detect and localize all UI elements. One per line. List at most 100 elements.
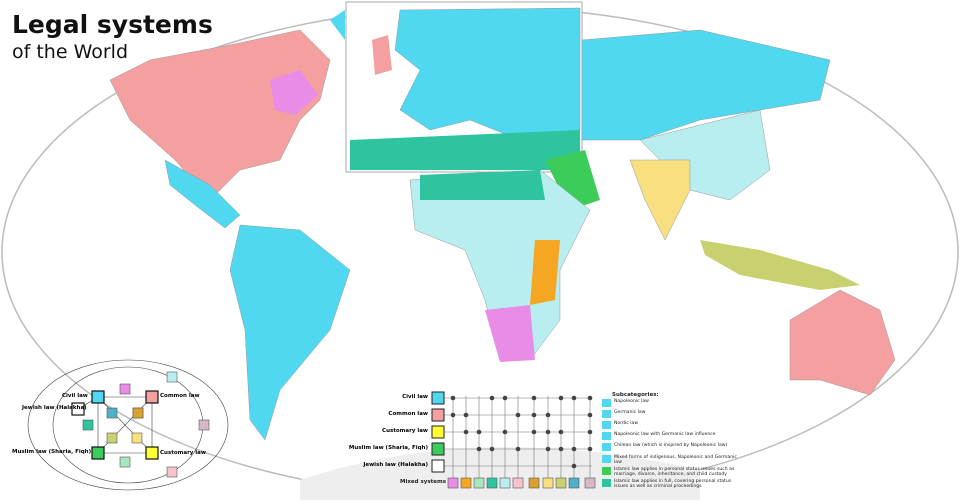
map-title: Legal systems of the World bbox=[12, 10, 213, 64]
matrix-dot bbox=[476, 446, 482, 452]
subcategory-swatch bbox=[602, 455, 611, 463]
matrix-dot bbox=[545, 446, 551, 452]
subcategory-swatch bbox=[602, 467, 611, 475]
region-southeast-asia bbox=[700, 240, 860, 290]
mixed-system-swatch bbox=[528, 477, 540, 489]
region-india bbox=[629, 159, 691, 241]
matrix-system-label: Jewish law (Halakha) bbox=[363, 462, 428, 468]
region-southern-africa bbox=[485, 305, 535, 362]
diagram-mixed-node bbox=[106, 432, 118, 444]
matrix-dot bbox=[558, 446, 564, 452]
matrix-dot bbox=[489, 395, 495, 401]
diagram-system-label: Common law bbox=[160, 393, 200, 399]
subcategory-label: Germanic law bbox=[614, 410, 646, 415]
diagram-system-node bbox=[91, 446, 105, 460]
matrix-dot bbox=[558, 429, 564, 435]
system-swatch bbox=[431, 442, 445, 456]
diagram-system-node bbox=[145, 390, 159, 404]
matrix-dot bbox=[531, 412, 537, 418]
system-swatch bbox=[431, 459, 445, 473]
diagram-mixed-node bbox=[119, 456, 131, 468]
diagram-system-label: Muslim law (Sharia, Fiqh) bbox=[12, 449, 92, 455]
region-australia bbox=[789, 289, 896, 396]
diagram-system-node bbox=[91, 390, 105, 404]
matrix-dot bbox=[502, 395, 508, 401]
subcategory-swatch bbox=[602, 410, 611, 418]
matrix-dot bbox=[545, 429, 551, 435]
system-swatch bbox=[431, 425, 445, 439]
region-antarctica bbox=[300, 447, 700, 500]
subcategory-label: Napoleonic law with Germanic law influen… bbox=[614, 432, 716, 437]
subcategories-title: Subcategories: bbox=[612, 392, 659, 398]
region-north-africa bbox=[420, 170, 545, 200]
matrix-system-label: Customary law bbox=[382, 428, 428, 434]
matrix-dot bbox=[571, 395, 577, 401]
matrix-dot bbox=[489, 446, 495, 452]
matrix-dot bbox=[531, 429, 537, 435]
matrix-system-label: Civil law bbox=[402, 394, 428, 400]
matrix-dot bbox=[587, 395, 593, 401]
title-line2: of the World bbox=[12, 41, 129, 63]
region-quebec bbox=[270, 70, 318, 115]
subcategory-label: Islamic law applies in personal status i… bbox=[614, 467, 735, 477]
mixed-system-swatch bbox=[486, 477, 498, 489]
diagram-mixed-node bbox=[119, 383, 131, 395]
diagram-system-node bbox=[145, 446, 159, 460]
mixed-system-swatch bbox=[568, 477, 580, 489]
subcategory-swatch bbox=[602, 479, 611, 487]
region-uk bbox=[372, 35, 392, 75]
matrix-dot bbox=[571, 463, 577, 469]
matrix-dot bbox=[531, 395, 537, 401]
subcategory-swatch bbox=[602, 443, 611, 451]
matrix-dot bbox=[558, 395, 564, 401]
system-swatch bbox=[431, 391, 445, 405]
diagram-system-node bbox=[71, 402, 85, 416]
diagram-mixed-node bbox=[106, 407, 118, 419]
diagram-system-label: Jewish law (Halakha) bbox=[22, 405, 87, 411]
mixed-system-swatch bbox=[499, 477, 511, 489]
diagram-system-label: Civil law bbox=[62, 393, 88, 399]
diagram-mixed-node bbox=[82, 419, 94, 431]
diagram-system-label: Customary law bbox=[160, 450, 206, 456]
matrix-dot bbox=[463, 412, 469, 418]
subcategory-label: Chilean law (which is inspired by Napole… bbox=[614, 443, 728, 448]
subcategory-label: Nordic law bbox=[614, 421, 639, 426]
diagram-mixed-node bbox=[198, 419, 210, 431]
matrix-dot bbox=[502, 429, 508, 435]
subcategory-swatch bbox=[602, 399, 611, 407]
mixed-system-swatch bbox=[512, 477, 524, 489]
diagram-mixed-node bbox=[166, 466, 178, 478]
mixed-system-swatch bbox=[460, 477, 472, 489]
mixed-system-swatch bbox=[447, 477, 459, 489]
diagram-mixed-node bbox=[131, 432, 143, 444]
matrix-dot bbox=[571, 446, 577, 452]
matrix-dot bbox=[463, 429, 469, 435]
legal-systems-network-diagram bbox=[27, 359, 229, 491]
mixed-system-swatch bbox=[473, 477, 485, 489]
subcategory-swatch bbox=[602, 432, 611, 440]
diagram-mixed-node bbox=[132, 407, 144, 419]
mixed-system-swatch bbox=[542, 477, 554, 489]
region-north-america bbox=[109, 29, 331, 201]
matrix-dot bbox=[545, 412, 551, 418]
region-central-america bbox=[164, 159, 241, 229]
region-greenland bbox=[330, 10, 345, 40]
matrix-dot bbox=[587, 446, 593, 452]
mixed-systems-matrix bbox=[431, 391, 596, 489]
region-south-america bbox=[229, 224, 351, 441]
matrix-dot bbox=[587, 412, 593, 418]
subcategory-label: Napoleonic law bbox=[614, 399, 649, 404]
matrix-dot bbox=[587, 429, 593, 435]
subcategory-label: Islamic law applies in full, covering pe… bbox=[614, 479, 732, 489]
region-europe bbox=[394, 7, 581, 141]
matrix-dot bbox=[450, 395, 456, 401]
subcategory-swatch bbox=[602, 421, 611, 429]
title-line1: Legal systems bbox=[12, 10, 213, 39]
mixed-systems-label: Mixed systems bbox=[400, 479, 446, 485]
mixed-system-swatch bbox=[584, 477, 596, 489]
region-east-africa bbox=[530, 240, 560, 305]
matrix-dot bbox=[515, 412, 521, 418]
region-arabia bbox=[545, 150, 600, 210]
matrix-system-label: Common law bbox=[388, 411, 428, 417]
